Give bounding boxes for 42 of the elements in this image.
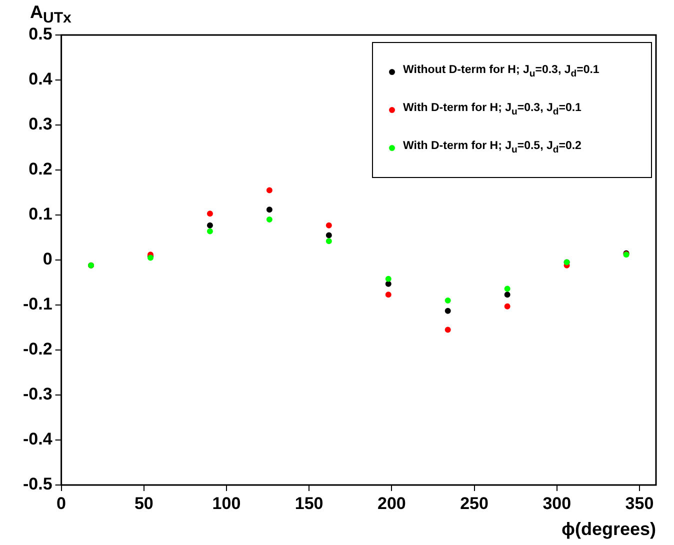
legend-label: With D-term for H; J$_{u}$=0.3, J$_{d}$=0.1 [403, 102, 582, 118]
y-tick-label: 0.2 [28, 160, 52, 179]
x-tick-label: 0 [56, 494, 66, 513]
point [206, 228, 213, 234]
point [385, 292, 392, 298]
point [444, 308, 451, 314]
point [206, 222, 213, 228]
x-tick-label: 250 [460, 494, 488, 513]
y-tick-label: -0.1 [22, 294, 52, 314]
legend-label: With D-term for H; J$_{u}$=0.5, J$_{d}$=0.2 [403, 140, 582, 156]
point [385, 276, 392, 282]
point [326, 232, 332, 238]
y-tick-label: -0.2 [22, 340, 52, 359]
y-tick-label: 0.1 [28, 204, 52, 224]
point [266, 206, 272, 213]
x-tick-label: 300 [542, 494, 572, 513]
y-tick-label: -0.5 [22, 474, 52, 494]
point [326, 238, 332, 244]
x-tick-label: 150 [294, 494, 324, 513]
y-tick-label: -0.3 [22, 384, 52, 404]
point [504, 303, 510, 310]
x-tick-label: 200 [378, 494, 406, 513]
y-tick-label: 0.5 [28, 24, 52, 44]
y-tick-label: 0 [42, 250, 52, 269]
point [504, 292, 510, 298]
point [326, 222, 332, 228]
y-tick-label: -0.4 [22, 430, 53, 449]
x-tick-label: 50 [134, 494, 154, 513]
point [206, 210, 213, 217]
point [266, 187, 272, 194]
y-axis-title: A$_{UTx}$ [30, 2, 72, 27]
point [444, 326, 451, 333]
legend-label: Without D-term for H; J$_{u}$=0.3, J$_{d}$=0.1 [403, 64, 600, 80]
point [385, 280, 392, 287]
x-tick-label: 350 [625, 494, 654, 513]
y-tick-label: 0.3 [28, 114, 52, 134]
point [444, 298, 451, 304]
x-axis-title: ϕ(degrees) [561, 519, 656, 540]
y-tick-label: 0.4 [28, 70, 53, 89]
x-tick-label: 100 [212, 494, 241, 513]
point [504, 286, 510, 292]
point [266, 216, 272, 222]
